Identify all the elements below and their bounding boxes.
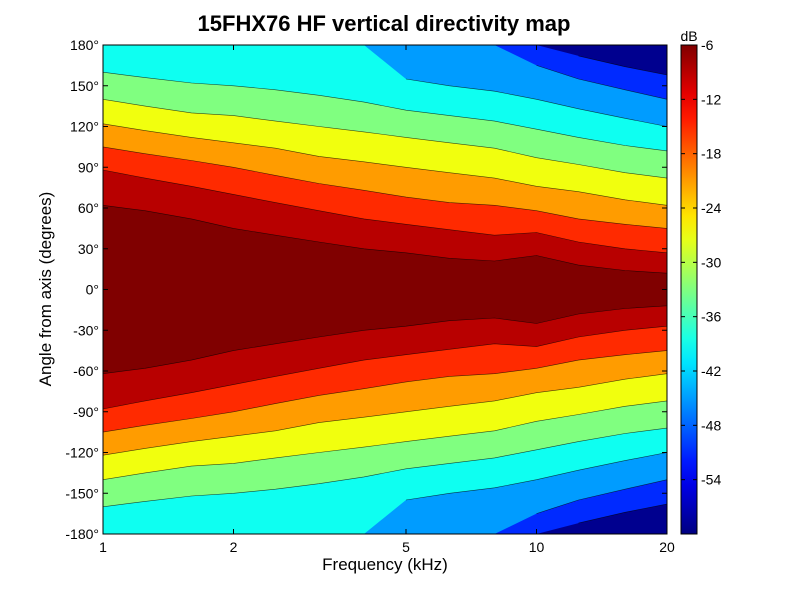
contour-line: [578, 503, 668, 524]
x-tick-label: 5: [402, 539, 410, 555]
y-tick-label: 90°: [78, 159, 99, 175]
contour-line: [102, 325, 668, 410]
x-tick-label: 1: [99, 539, 107, 555]
y-axis-label: Angle from axis (degrees): [36, 192, 55, 387]
y-tick-label: -150°: [65, 485, 99, 501]
x-tick-label: 10: [529, 539, 545, 555]
y-tick-label: -30°: [73, 322, 99, 338]
y-tick-label: 60°: [78, 200, 99, 216]
contour-line: [102, 373, 668, 456]
y-tick-label: 120°: [70, 119, 99, 135]
contour-line: [536, 65, 668, 100]
contour-line: [102, 305, 668, 374]
colorbar-tick-label: -12: [701, 91, 721, 107]
colorbar-tick-label: -6: [701, 37, 714, 53]
y-tick-label: 180°: [70, 37, 99, 53]
contour-line: [102, 350, 668, 433]
plot-area: 1 2 5 10 20 180° 150° 120° 90° 60° 30° 0° -30° -60° -…: [65, 37, 675, 555]
contour-line: [102, 146, 668, 229]
contour-line: [102, 169, 668, 254]
colorbar-frame: [680, 44, 698, 535]
contour-line: [102, 427, 668, 508]
y-tick-label: -120°: [65, 445, 99, 461]
y-tick-label: -90°: [73, 404, 99, 420]
contour-line: [102, 123, 668, 206]
colorbar-tick-label: -18: [701, 146, 721, 162]
y-axis-ticks: 180° 150° 120° 90° 60° 30° 0° -30° -60° -90° -120°…: [65, 37, 667, 542]
colorbar: dB -6 -12 -18 -24 -30 -36 -42 -48 -54: [680, 28, 721, 535]
x-tick-label: 20: [659, 539, 675, 555]
chart-title: 15FHX76 HF vertical directivity map: [198, 11, 571, 36]
x-axis-ticks: 1 2 5 10 20: [99, 45, 675, 555]
colorbar-fill: [681, 45, 697, 534]
contour-line: [405, 452, 668, 501]
contour-line: [102, 205, 668, 274]
colorbar-tick-label: -48: [701, 417, 721, 433]
y-tick-label: -60°: [73, 363, 99, 379]
x-tick-label: 2: [230, 539, 238, 555]
colorbar-tick-label: -54: [701, 472, 721, 488]
contour-lines: [102, 55, 668, 524]
colorbar-tick-label: -24: [701, 200, 721, 216]
colorbar-tick-label: -30: [701, 254, 721, 270]
contour-band: [103, 205, 667, 374]
contour-line: [578, 55, 668, 76]
colorbar-ticks: -6 -12 -18 -24 -30 -36 -42 -48 -54: [681, 37, 721, 488]
contour-line: [102, 400, 668, 480]
y-tick-label: 150°: [70, 78, 99, 94]
contour-line: [536, 479, 668, 514]
y-tick-label: 30°: [78, 241, 99, 257]
contour-line: [405, 78, 668, 127]
contour-line: [102, 71, 668, 152]
colorbar-tick-label: -42: [701, 363, 721, 379]
contour-bands: [103, 45, 667, 534]
colorbar-unit-label: dB: [680, 28, 697, 44]
colorbar-tick-label: -36: [701, 309, 721, 325]
y-tick-label: -180°: [65, 526, 99, 542]
x-axis-label: Frequency (kHz): [322, 555, 448, 574]
y-tick-label: 0°: [86, 282, 99, 298]
contour-line: [102, 99, 668, 179]
